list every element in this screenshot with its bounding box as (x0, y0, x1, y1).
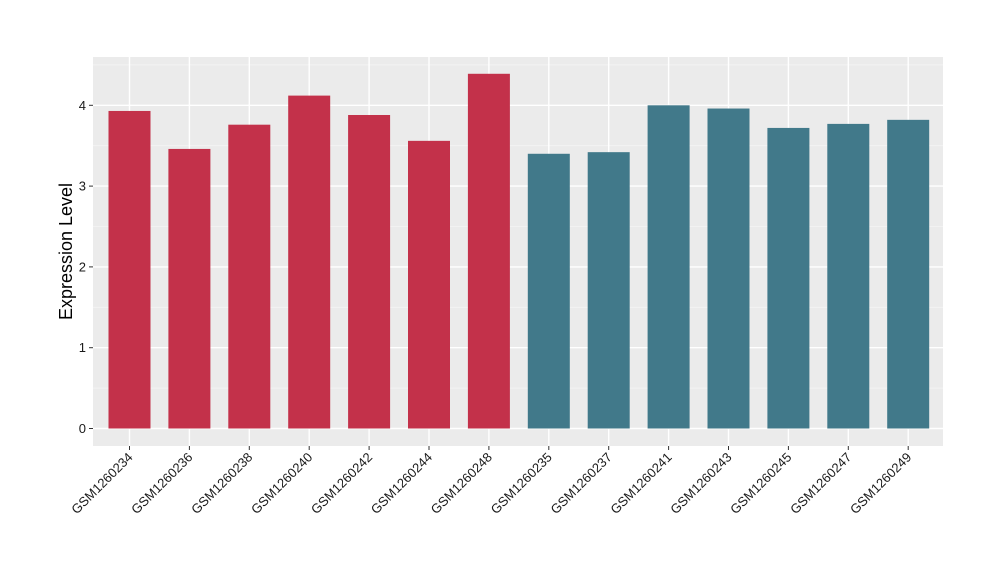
x-tick-label: GSM1260249 (847, 450, 914, 517)
bar (288, 95, 331, 429)
bar (587, 152, 630, 429)
x-tick-label: GSM1260244 (368, 450, 435, 517)
bar (767, 127, 810, 429)
bars (108, 73, 930, 429)
x-tick-label: GSM1260237 (547, 450, 614, 517)
bar (467, 73, 510, 429)
bar (348, 114, 391, 429)
x-tick-label: GSM1260236 (128, 450, 195, 517)
y-axis-title: Expression Level (56, 183, 76, 320)
x-tick-label: GSM1260241 (607, 450, 674, 517)
y-tick-label: 2 (79, 259, 86, 274)
y-tick-label: 0 (79, 421, 86, 436)
bar (408, 140, 450, 429)
bar (228, 124, 271, 429)
bar (827, 123, 870, 429)
y-tick-label: 1 (79, 340, 86, 355)
x-axis-ticks: GSM1260234GSM1260236GSM1260238GSM1260240… (68, 446, 914, 517)
y-axis-ticks: 0 1 2 3 4 (79, 98, 93, 436)
bar (707, 108, 750, 429)
x-tick-label: GSM1260247 (787, 450, 854, 517)
bar (168, 148, 211, 429)
y-tick-label: 4 (79, 98, 86, 113)
x-tick-label: GSM1260238 (188, 450, 255, 517)
x-tick-label: GSM1260234 (68, 450, 135, 517)
x-tick-label: GSM1260243 (667, 450, 734, 517)
y-tick-label: 3 (79, 179, 86, 194)
x-tick-label: GSM1260240 (248, 450, 315, 517)
bar (108, 110, 151, 429)
x-tick-label: GSM1260235 (488, 450, 555, 517)
bar (647, 105, 690, 429)
x-tick-label: GSM1260245 (727, 450, 794, 517)
bar (527, 153, 570, 429)
bar (887, 119, 930, 429)
plot-panel (93, 57, 943, 446)
x-tick-label: GSM1260248 (428, 450, 495, 517)
x-tick-label: GSM1260242 (308, 450, 375, 517)
